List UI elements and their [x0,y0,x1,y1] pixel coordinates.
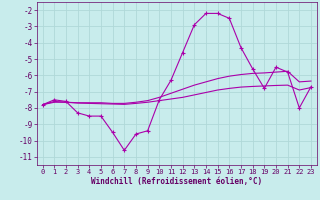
X-axis label: Windchill (Refroidissement éolien,°C): Windchill (Refroidissement éolien,°C) [91,177,262,186]
